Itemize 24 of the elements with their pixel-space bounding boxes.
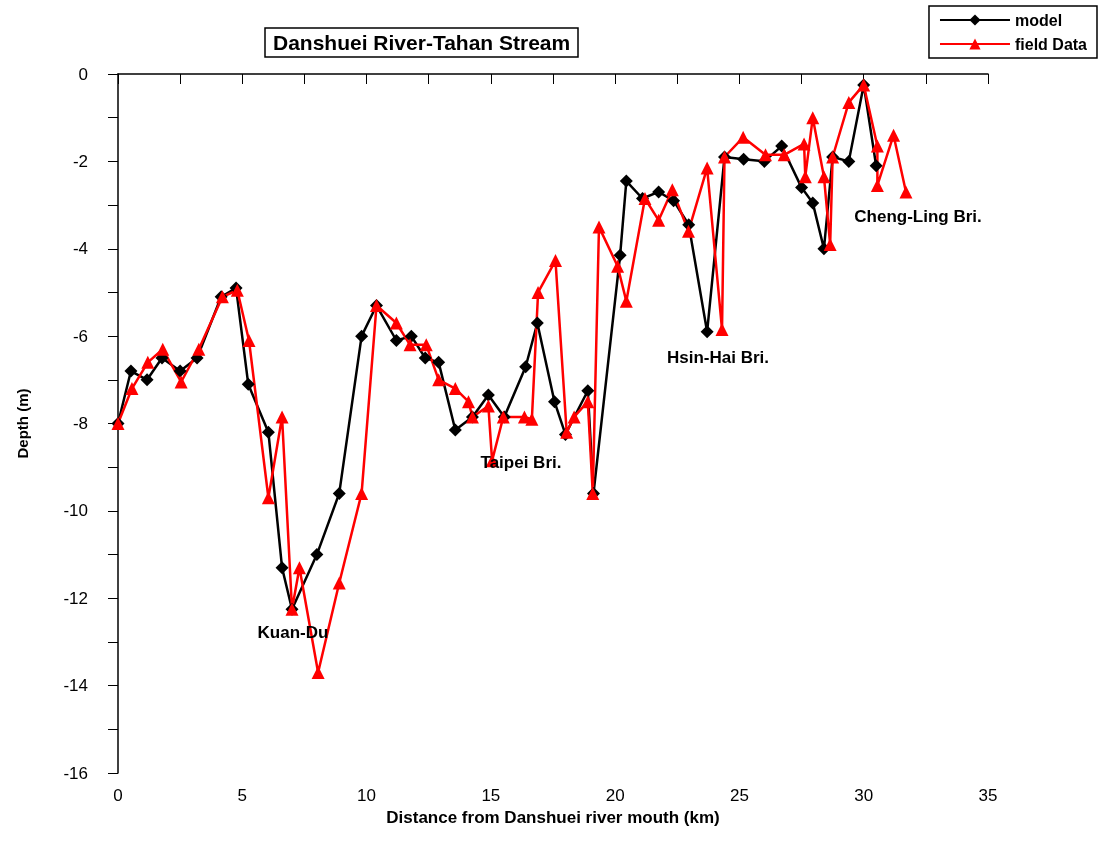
- y-tick-label: -16: [63, 763, 88, 783]
- annotation: Hsin-Hai Bri.: [666, 347, 770, 367]
- x-tick-label: 20: [605, 786, 625, 805]
- legend-label: field Data: [1014, 35, 1088, 53]
- legend-label: model: [1014, 11, 1063, 29]
- x-tick-label: 25: [729, 786, 749, 805]
- x-tick-label: 5: [237, 786, 248, 805]
- x-axis-title: Distance from Danshuei river mouth (km): [386, 807, 720, 827]
- y-tick-label: -14: [63, 676, 88, 696]
- y-tick-label: -4: [72, 239, 88, 259]
- annotation: Cheng-Ling Bri.: [854, 206, 982, 226]
- y-tick-label: -2: [72, 151, 88, 171]
- x-tick-label: 15: [481, 786, 501, 805]
- x-tick-label: 0: [113, 786, 123, 805]
- y-tick-label: -10: [63, 501, 88, 521]
- x-tick-label: 35: [978, 786, 998, 805]
- y-tick-label: -8: [72, 414, 88, 433]
- x-tick-label: 10: [357, 786, 377, 805]
- y-tick-label: -12: [63, 588, 88, 608]
- y-tick-label: -6: [72, 326, 88, 346]
- x-tick-label: 30: [854, 786, 874, 805]
- chart-title: Danshuei River-Tahan Stream: [273, 31, 571, 54]
- y-axis-title: Depth (m): [14, 388, 31, 459]
- y-tick-label: 0: [78, 64, 88, 84]
